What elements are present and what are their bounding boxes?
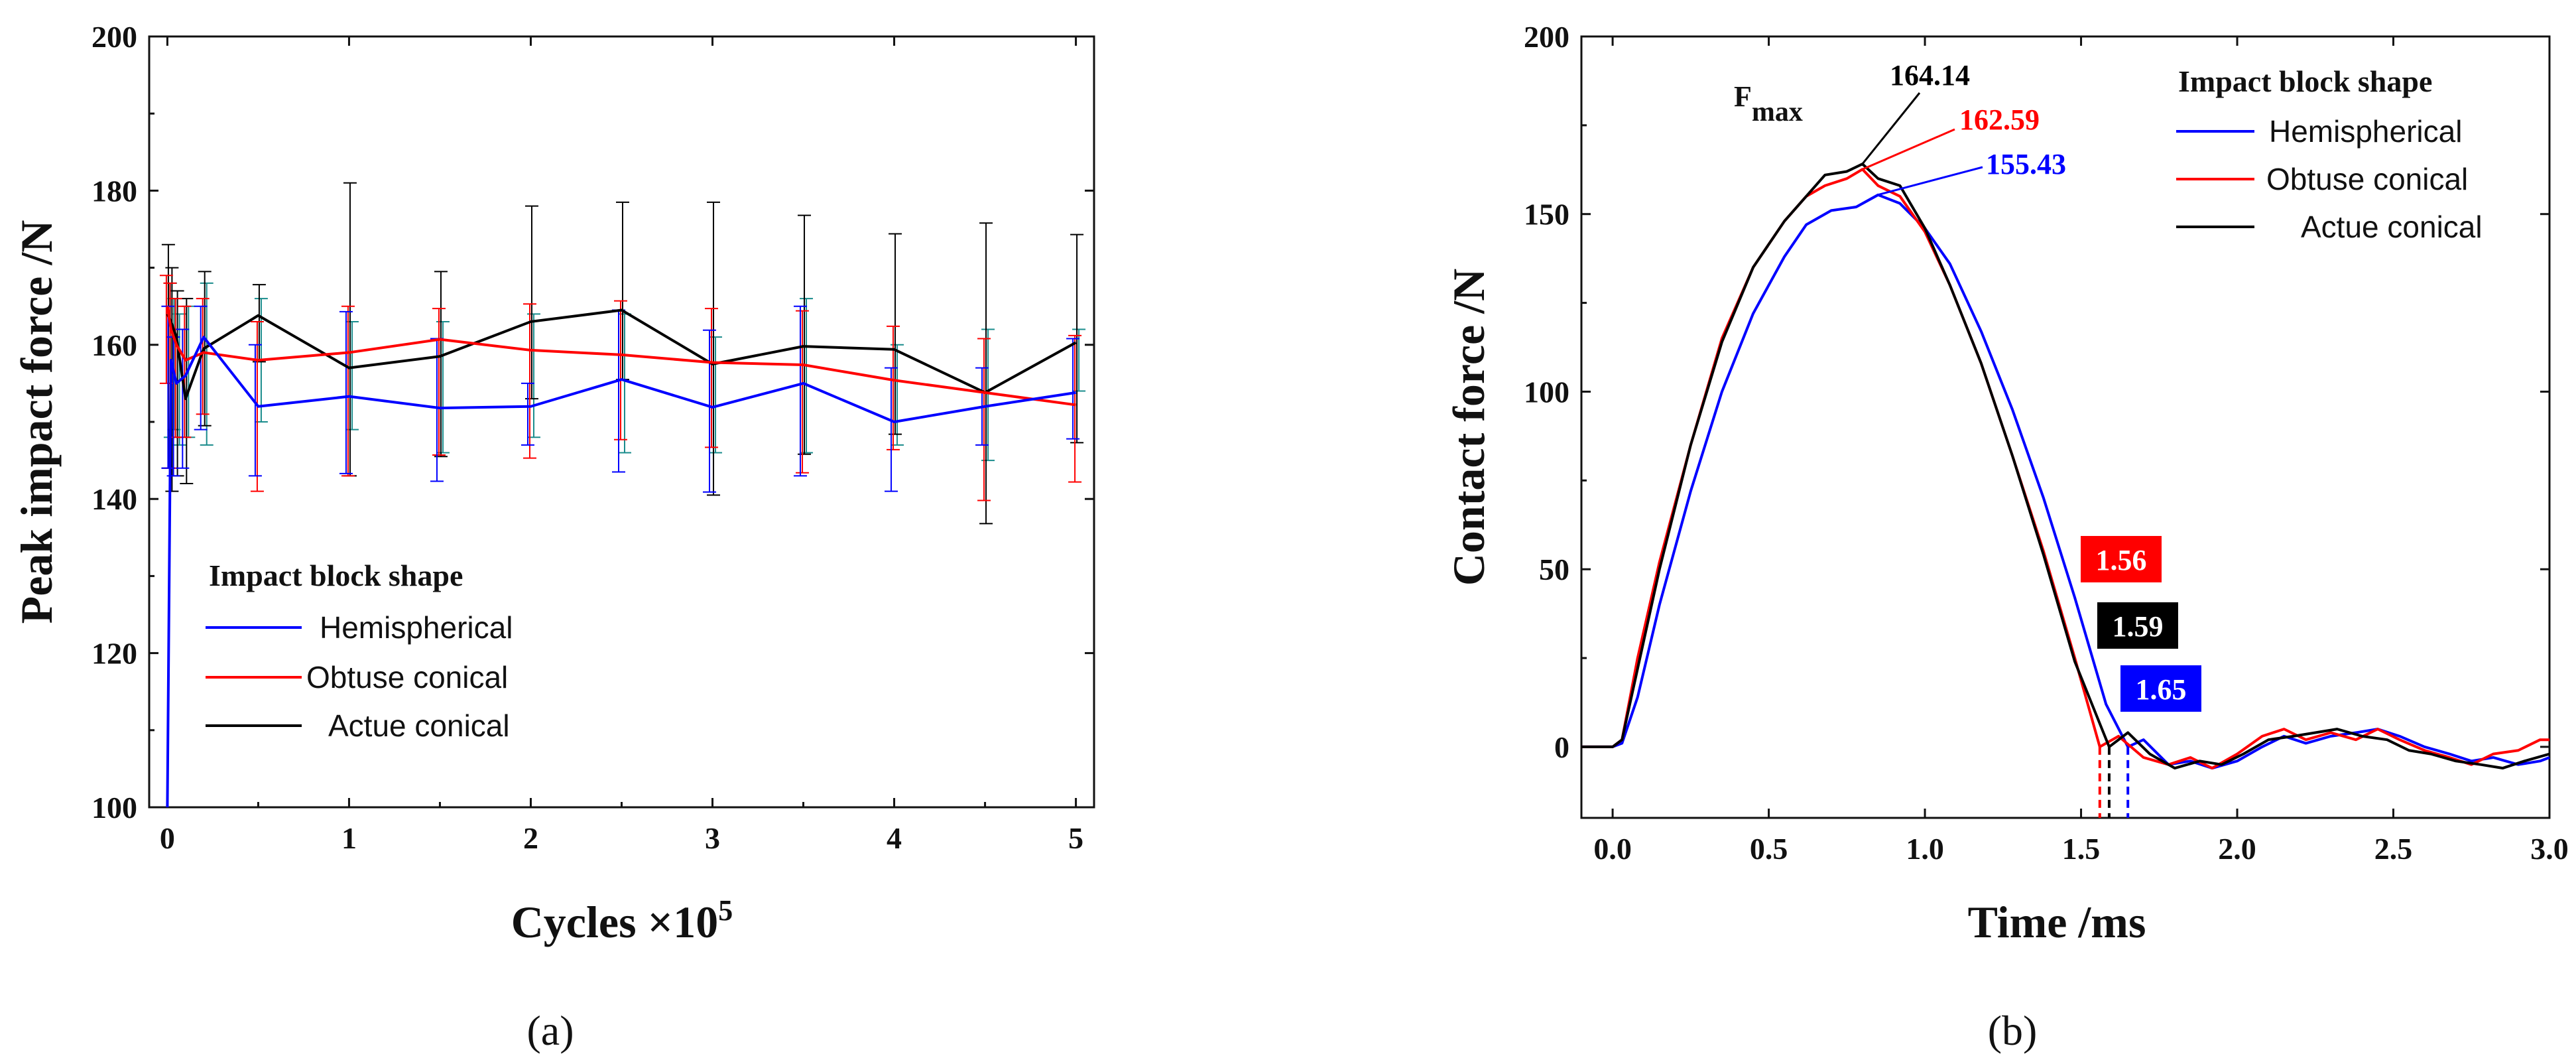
end-time-badge — [2081, 536, 2162, 582]
x-tick-label: 3 — [705, 821, 720, 855]
series-line-obtuse-conical — [166, 306, 1076, 407]
peak-value-label: 155.43 — [1986, 148, 2066, 180]
end-time-label: 1.59 — [2113, 610, 2164, 643]
peak-value-label: 164.14 — [1890, 59, 1970, 92]
chart-a-y-axis-label: Peak impact force /N — [11, 220, 62, 624]
chart-a-frame — [148, 35, 1095, 809]
peak-value-label: 162.59 — [1959, 103, 2040, 136]
panel-a-label: (a) — [526, 1007, 574, 1054]
peak-leader-line — [1862, 128, 1955, 170]
y-tick-label: 200 — [92, 20, 137, 54]
chart-a-errorbars — [159, 182, 1086, 525]
x-tick-label: 1 — [341, 821, 357, 855]
chart-a-x-axis-label: Cycles ×105 — [511, 894, 733, 947]
x-tick-label: 1.0 — [1906, 832, 1944, 866]
x-tick-label: 0 — [160, 821, 175, 855]
x-tick-label: 0.5 — [1750, 832, 1788, 866]
y-tick-label: 150 — [1524, 198, 1569, 231]
series-line-actue-conical — [1581, 163, 2550, 770]
y-tick-label: 180 — [92, 174, 137, 208]
chart-b-x-axis-label: Time /ms — [1968, 897, 2146, 947]
chart-b: 0.0 0.5 1.0 1.5 2.0 2.5 3.0 0 50 100 150 200 Fmax 16… — [1443, 20, 2569, 1054]
end-time-label: 1.56 — [2096, 544, 2147, 576]
y-tick-label: 100 — [1524, 375, 1569, 409]
series-line-hemispherical — [1581, 193, 2550, 770]
series-line-hemispherical — [166, 336, 1076, 808]
panel-b-label: (b) — [1988, 1007, 2038, 1054]
legend-a-label-actue-conical: Actue conical — [328, 708, 510, 743]
y-tick-label: 200 — [1524, 20, 1569, 54]
fmax-label: Fmax — [1734, 80, 1803, 127]
x-tick-label: 1.5 — [2062, 832, 2101, 866]
chart-b-legend: Impact block shape Hemispherical Obtuse … — [2176, 64, 2483, 244]
chart-a-legend-title: Impact block shape — [209, 559, 463, 592]
peak-leader-line — [1878, 166, 1983, 196]
series-line-actue-conical — [166, 308, 1077, 401]
x-tick-label: 0.0 — [1593, 832, 1632, 866]
chart-a-series — [166, 306, 1077, 808]
chart-b-frame — [1580, 35, 2551, 819]
y-tick-label: 100 — [92, 791, 137, 825]
legend-b-label-actue-conical: Actue conical — [2301, 210, 2483, 244]
chart-b-legend-title: Impact block shape — [2178, 64, 2432, 98]
end-time-badge — [2097, 602, 2178, 649]
fmax-label-main: F — [1734, 80, 1752, 113]
x-tick-label: 2.0 — [2218, 832, 2256, 866]
legend-b-label-hemispherical: Hemispherical — [2269, 114, 2462, 149]
fmax-label-subscript: max — [1752, 97, 1803, 127]
x-tick-label: 3.0 — [2530, 832, 2569, 866]
y-tick-label: 140 — [92, 482, 137, 516]
legend-a-label-obtuse-conical: Obtuse conical — [306, 660, 508, 694]
chart-b-annotations: Fmax 164.14 162.59 155.43 1.56 1.59 1.65 — [1734, 59, 2201, 818]
end-time-badge — [2120, 665, 2201, 712]
peak-leader-line — [1861, 92, 1921, 165]
chart-a-ticks: 0 1 2 3 4 5 100 120 140 160 180 200 — [92, 20, 1094, 855]
chart-b-y-axis-label: Contact force /N — [1443, 269, 1494, 586]
y-tick-label: 120 — [92, 637, 137, 671]
y-tick-label: 50 — [1539, 553, 1569, 586]
chart-a-x-axis-label-exponent: 5 — [718, 894, 733, 927]
legend-a-label-hemispherical: Hemispherical — [320, 610, 513, 645]
legend-b-label-obtuse-conical: Obtuse conical — [2266, 162, 2468, 196]
series-line-obtuse-conical — [1581, 168, 2549, 770]
x-tick-label: 2.5 — [2374, 832, 2413, 866]
chart-b-series — [1581, 163, 2550, 770]
chart-a-x-axis-label-main: Cycles ×10 — [511, 897, 719, 947]
y-tick-label: 0 — [1554, 730, 1569, 764]
chart-a-legend: Impact block shape Hemispherical Obtuse … — [206, 559, 513, 743]
y-tick-label: 160 — [92, 328, 137, 362]
end-time-label: 1.65 — [2136, 673, 2187, 706]
x-tick-label: 5 — [1068, 821, 1083, 855]
x-tick-label: 2 — [523, 821, 538, 855]
chart-a: 0 1 2 3 4 5 100 120 140 160 180 200 Peak impact for… — [11, 20, 1095, 1054]
x-tick-label: 4 — [887, 821, 902, 855]
